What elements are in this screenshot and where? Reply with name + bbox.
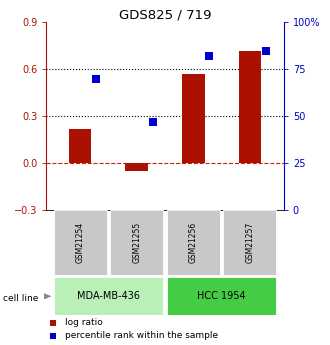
Text: GSM21256: GSM21256	[189, 222, 198, 263]
Bar	[53, 277, 163, 315]
Text: log ratio: log ratio	[65, 318, 103, 327]
Point	[51, 333, 56, 338]
Point	[207, 53, 212, 59]
Title: GDS825 / 719: GDS825 / 719	[119, 8, 211, 21]
Point	[51, 320, 56, 325]
Text: MDA-MB-436: MDA-MB-436	[77, 291, 140, 301]
Bar	[223, 210, 277, 275]
Text: cell line: cell line	[3, 294, 39, 303]
Text: GSM21254: GSM21254	[76, 222, 84, 263]
Bar	[239, 51, 261, 163]
Bar	[110, 210, 163, 275]
Bar	[167, 210, 220, 275]
Text: GSM21257: GSM21257	[246, 222, 254, 263]
Bar	[125, 163, 148, 171]
Bar	[182, 74, 205, 163]
Text: percentile rank within the sample: percentile rank within the sample	[65, 331, 218, 340]
Point	[263, 48, 268, 53]
Bar	[53, 210, 107, 275]
Text: GSM21255: GSM21255	[132, 222, 141, 263]
Point	[150, 119, 155, 125]
Bar	[69, 129, 91, 163]
Bar	[167, 277, 277, 315]
Text: HCC 1954: HCC 1954	[197, 291, 246, 301]
Point	[93, 76, 99, 81]
